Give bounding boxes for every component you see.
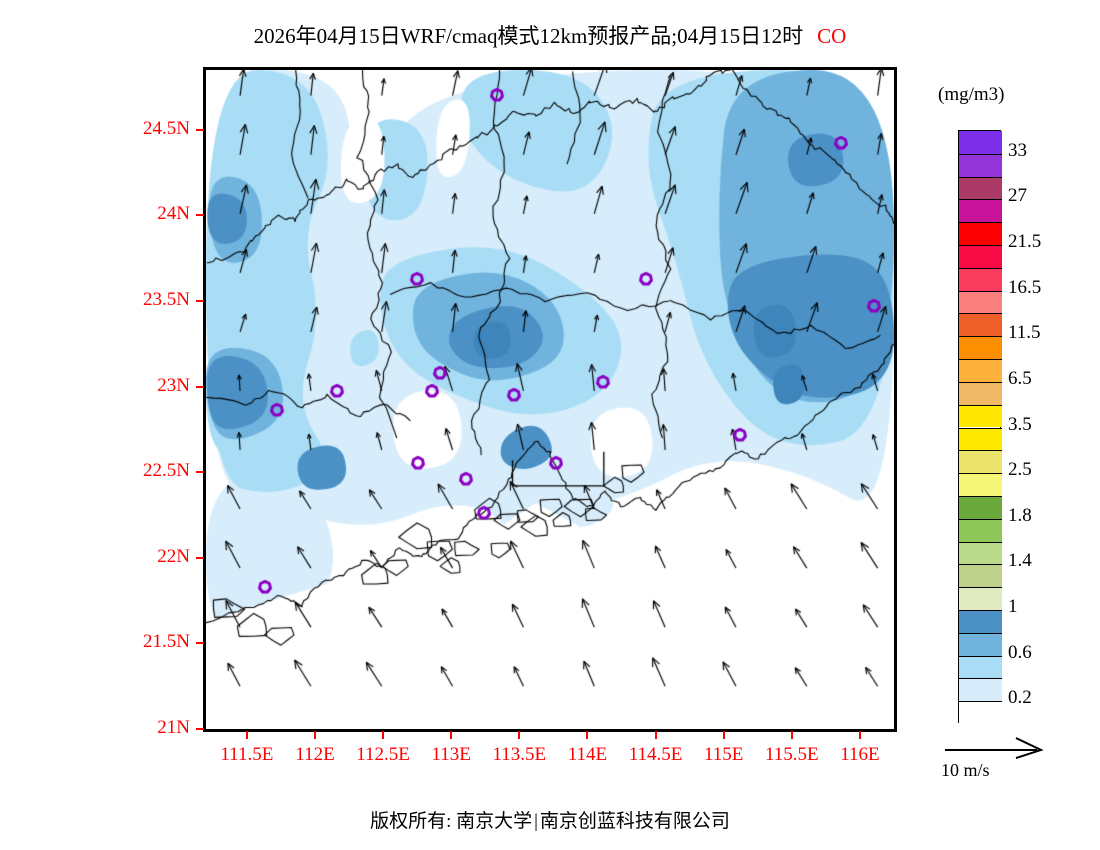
lat-tick-label: 24.5N xyxy=(143,117,190,139)
colorbar-tick-label: 2.5 xyxy=(1008,459,1032,481)
colorbar-band[interactable] xyxy=(959,495,1002,519)
colorbar-band[interactable] xyxy=(959,336,1002,360)
footer-separator: | xyxy=(534,811,538,832)
colorbar-tick-label: 6.5 xyxy=(1008,367,1032,389)
colorbar-tick-label: 27 xyxy=(1008,185,1027,207)
lon-tick-mark xyxy=(586,731,589,739)
lon-tick-mark xyxy=(858,731,861,739)
footer-copyright: 版权所有: 南京大学 | 南京创蓝科技有限公司 xyxy=(0,806,1100,833)
lon-tick-mark xyxy=(382,731,385,739)
colorbar-band[interactable] xyxy=(959,655,1002,679)
lat-tick-label: 21N xyxy=(157,717,190,738)
lat-tick-label: 21.5N xyxy=(143,631,190,653)
colorbar-band[interactable] xyxy=(959,153,1002,177)
lon-tick-mark xyxy=(313,731,316,739)
lon-tick-label: 113.5E xyxy=(492,744,547,765)
lat-tick-label: 23N xyxy=(157,374,190,396)
lat-tick-mark xyxy=(196,300,204,303)
lon-tick-mark xyxy=(450,731,453,739)
colorbar[interactable] xyxy=(958,130,1002,724)
lat-tick-mark xyxy=(196,214,204,217)
colorbar-tick-label: 21.5 xyxy=(1008,231,1042,253)
colorbar-band[interactable] xyxy=(959,199,1002,223)
colorbar-band[interactable] xyxy=(959,632,1002,656)
lat-tick-mark xyxy=(196,728,204,730)
title-species-label: CO xyxy=(817,24,847,48)
colorbar-band[interactable] xyxy=(959,313,1002,337)
colorbar-band[interactable] xyxy=(959,473,1002,496)
lon-tick-mark xyxy=(245,731,248,739)
map-field-canvas xyxy=(206,70,894,729)
lon-tick-label: 112.5E xyxy=(356,744,410,765)
lon-tick-mark xyxy=(790,731,793,739)
colorbar-tick-label: 1 xyxy=(1008,595,1018,617)
colorbar-band[interactable] xyxy=(959,290,1002,314)
lat-tick-label: 24N xyxy=(157,203,190,225)
lat-tick-label: 23.5N xyxy=(143,289,190,311)
lat-tick-label: 22.5N xyxy=(143,460,190,482)
colorbar-band[interactable] xyxy=(959,131,1002,154)
colorbar-tick-label: 0.2 xyxy=(1008,687,1032,709)
lon-tick-mark xyxy=(518,731,521,739)
lon-tick-label: 111.5E xyxy=(220,744,274,765)
colorbar-tick-label: 0.6 xyxy=(1008,641,1032,663)
colorbar-band[interactable] xyxy=(959,245,1002,268)
colorbar-band[interactable] xyxy=(959,359,1002,382)
colorbar-tick-label: 1.4 xyxy=(1008,550,1032,572)
colorbar-unit-label: (mg/m3) xyxy=(938,84,1005,105)
colorbar-tick-label: 16.5 xyxy=(1008,276,1042,298)
colorbar-band[interactable] xyxy=(959,450,1002,474)
lat-tick-mark xyxy=(196,556,204,559)
lat-tick-mark xyxy=(196,128,204,131)
lon-tick-label: 114E xyxy=(567,744,608,765)
lat-tick-mark xyxy=(196,385,204,388)
colorbar-band[interactable] xyxy=(959,176,1002,200)
colorbar-tick-label: 33 xyxy=(1008,139,1027,161)
colorbar-band[interactable] xyxy=(959,609,1002,633)
lon-tick-label: 114.5E xyxy=(628,744,683,765)
footer-left-text: 版权所有: 南京大学 xyxy=(370,811,533,832)
lon-tick-label: 112E xyxy=(295,744,335,765)
colorbar-tick-label: 11.5 xyxy=(1008,322,1041,344)
colorbar-band[interactable] xyxy=(959,587,1002,610)
colorbar-band[interactable] xyxy=(959,267,1002,291)
wind-scale-arrow xyxy=(941,736,1071,786)
colorbar-band[interactable] xyxy=(959,404,1002,428)
lon-tick-label: 115.5E xyxy=(764,744,819,765)
lon-tick-mark xyxy=(654,731,657,739)
colorbar-tick-label: 1.8 xyxy=(1008,504,1032,526)
lat-tick-mark xyxy=(196,471,204,474)
title-main-text: 2026年04月15日WRF/cmaq模式12km预报产品;04月15日12时 xyxy=(253,24,804,48)
lon-tick-label: 113E xyxy=(431,744,471,765)
colorbar-band[interactable] xyxy=(959,541,1002,565)
map-plot-area[interactable] xyxy=(203,67,897,732)
colorbar-band[interactable] xyxy=(959,564,1002,588)
colorbar-tick-label: 3.5 xyxy=(1008,413,1032,435)
colorbar-band[interactable] xyxy=(959,381,1002,405)
lon-tick-label: 116E xyxy=(840,744,880,765)
lon-tick-label: 115E xyxy=(703,744,744,765)
wind-scale-label: 10 m/s xyxy=(941,760,990,780)
colorbar-band[interactable] xyxy=(959,222,1002,246)
lat-tick-mark xyxy=(196,642,204,645)
colorbar-band[interactable] xyxy=(959,518,1002,542)
footer-right-text: 南京创蓝科技有限公司 xyxy=(539,811,730,832)
colorbar-band[interactable] xyxy=(959,701,1002,724)
colorbar-band[interactable] xyxy=(959,678,1002,702)
lat-tick-label: 22N xyxy=(157,545,190,567)
lon-tick-mark xyxy=(722,731,725,739)
colorbar-band[interactable] xyxy=(959,427,1002,451)
page-title: 2026年04月15日WRF/cmaq模式12km预报产品;04月15日12时 C… xyxy=(0,20,1100,50)
